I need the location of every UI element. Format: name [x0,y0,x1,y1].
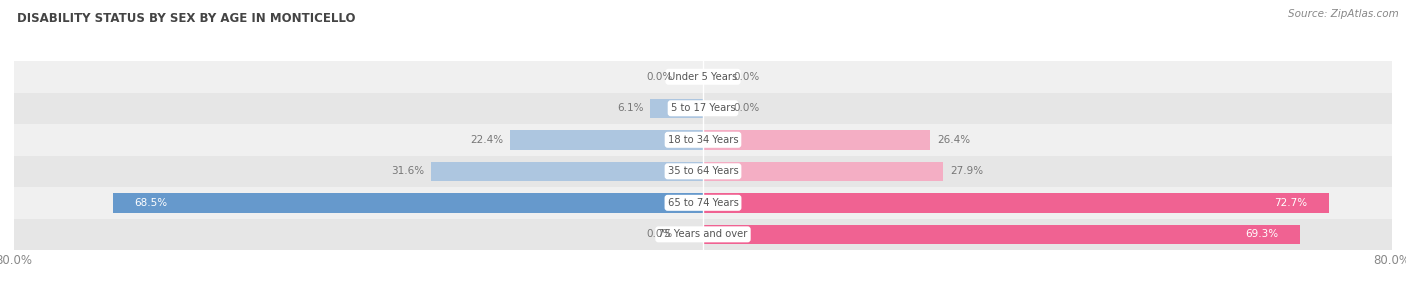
Bar [430,162,703,181]
Text: 75 Years and over: 75 Years and over [658,229,748,239]
Bar [14,219,1392,250]
Bar [651,99,703,118]
Text: 72.7%: 72.7% [1274,198,1308,208]
Bar [14,92,1392,124]
Text: 0.0%: 0.0% [647,72,673,82]
Text: 0.0%: 0.0% [647,229,673,239]
Bar [14,187,1392,219]
Text: 0.0%: 0.0% [733,103,759,113]
Text: 22.4%: 22.4% [470,135,503,145]
Bar [703,162,943,181]
Bar [703,193,1329,213]
Text: 65 to 74 Years: 65 to 74 Years [668,198,738,208]
Text: DISABILITY STATUS BY SEX BY AGE IN MONTICELLO: DISABILITY STATUS BY SEX BY AGE IN MONTI… [17,12,356,25]
Text: Under 5 Years: Under 5 Years [668,72,738,82]
Text: Source: ZipAtlas.com: Source: ZipAtlas.com [1288,9,1399,19]
Text: 26.4%: 26.4% [938,135,970,145]
Bar [510,130,703,149]
Bar [14,156,1392,187]
Text: 35 to 64 Years: 35 to 64 Years [668,166,738,176]
Text: 18 to 34 Years: 18 to 34 Years [668,135,738,145]
Text: 6.1%: 6.1% [617,103,644,113]
Bar [703,224,1299,244]
Text: 27.9%: 27.9% [950,166,983,176]
Text: 31.6%: 31.6% [391,166,425,176]
Text: 68.5%: 68.5% [135,198,167,208]
Bar [14,124,1392,156]
Text: 0.0%: 0.0% [733,72,759,82]
Text: 5 to 17 Years: 5 to 17 Years [671,103,735,113]
Text: 69.3%: 69.3% [1246,229,1278,239]
Bar [14,61,1392,92]
Bar [112,193,703,213]
Bar [703,130,931,149]
